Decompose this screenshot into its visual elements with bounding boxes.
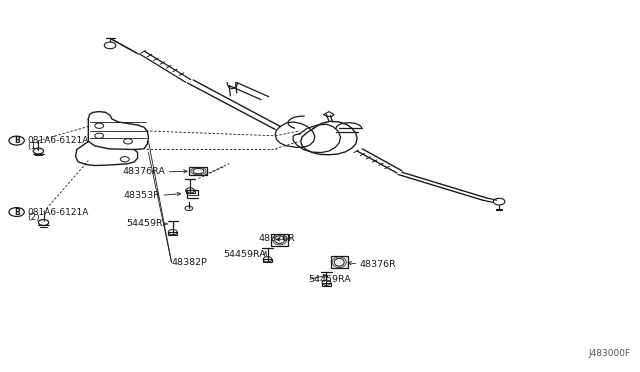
Text: 48382P: 48382P	[172, 258, 207, 267]
Bar	[271, 234, 288, 246]
Bar	[168, 232, 177, 235]
Text: 48353R: 48353R	[123, 191, 160, 200]
Text: (2): (2)	[27, 214, 40, 222]
Text: 54459R: 54459R	[127, 219, 163, 228]
Text: 54459RA: 54459RA	[308, 275, 351, 284]
Text: B: B	[14, 208, 19, 217]
Bar	[189, 167, 207, 175]
Text: J483000F: J483000F	[588, 349, 630, 358]
Bar	[331, 256, 348, 268]
Text: 48376R: 48376R	[360, 260, 396, 269]
Bar	[263, 259, 272, 262]
Bar	[186, 190, 195, 193]
Text: (1): (1)	[27, 142, 40, 151]
Text: 54459RA: 54459RA	[223, 250, 266, 259]
Text: 48376R: 48376R	[259, 234, 296, 243]
Text: 081A6-6121A: 081A6-6121A	[27, 136, 88, 145]
Bar	[322, 283, 331, 286]
Text: B: B	[14, 136, 19, 145]
Text: 48376RA: 48376RA	[122, 167, 165, 176]
Text: 081A6-6121A: 081A6-6121A	[27, 208, 88, 217]
